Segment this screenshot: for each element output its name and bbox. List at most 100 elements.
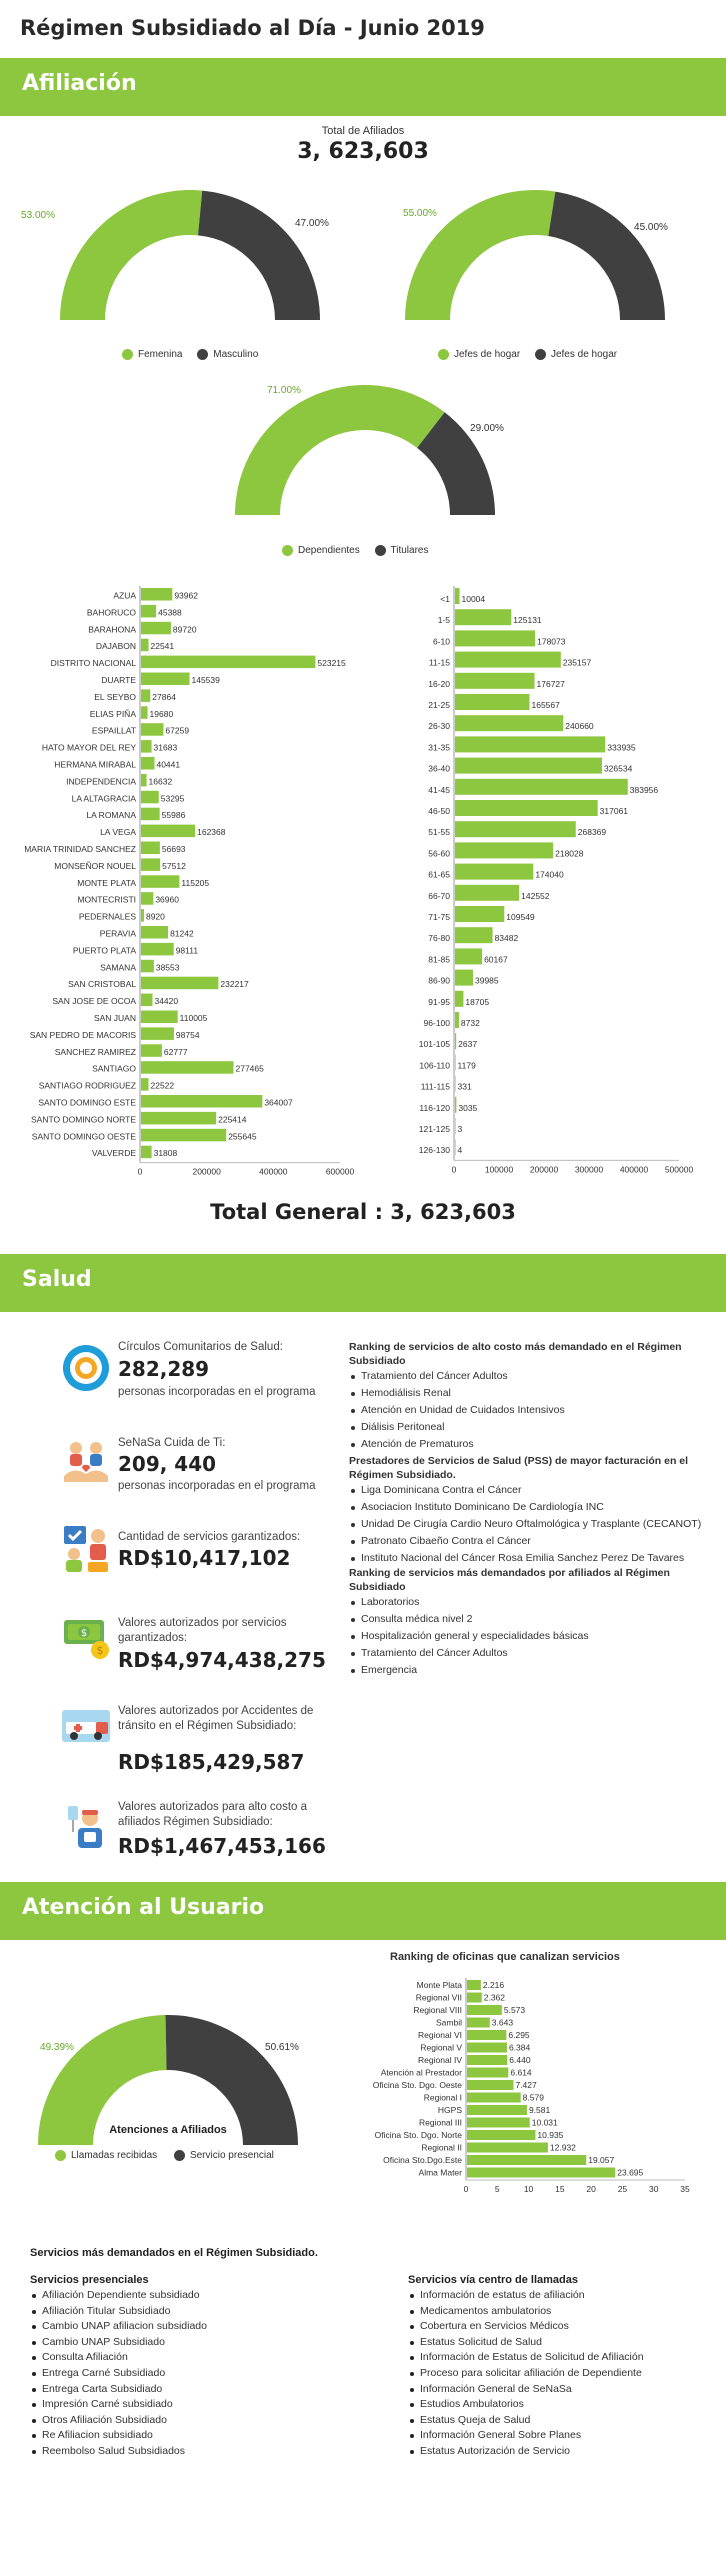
bar-value-label: 98754 [176,1030,200,1040]
bar-value-label: 55986 [162,810,186,820]
bar-value-label: 6.295 [508,2030,530,2040]
donut-segment-1 [197,190,320,320]
ranking-item: Diálisis Peritoneal [349,1419,709,1436]
stat-label-valores-servicios: Valores autorizados por servicios garant… [118,1617,287,1644]
bar-chart-oficinas: Monte Plata 2.216 Regional VII 2.362 Regiona… [373,1978,690,2194]
donut-segment-1 [548,191,665,320]
category-label: Oficina Sto. Dgo. Norte [375,2130,463,2140]
bar [141,1010,178,1023]
x-tick-label: 400000 [259,1167,288,1177]
servicio-item: Estatus Solicitud de Salud [408,2335,718,2351]
bar [467,2055,508,2065]
stat-label-accidentes: Valores autorizados por Accidentes de tr… [118,1705,314,1732]
bar [467,2117,530,2128]
bar [141,757,155,770]
servicio-item: Estatus Queja de Salud [408,2413,718,2429]
category-label: 26-30 [428,721,450,731]
services-checklist-icon [64,1526,108,1572]
section-title-afiliacion: Afiliación [22,71,137,96]
x-tick-label: 300000 [575,1164,604,1174]
ranking-title: Prestadores de Servicios de Salud (PSS) … [349,1455,689,1481]
category-label: ESPAILLAT [92,726,136,736]
bar-value-label: 1179 [458,1060,477,1070]
stat-value-circulos: 282,289 [118,1357,210,1381]
bar-value-label: 22522 [151,1081,175,1091]
category-label: 31-35 [428,742,450,752]
bar [141,723,164,736]
servicio-item: Entrega Carné Subsidiado [30,2366,370,2382]
legend-label-jefes-hogar-2: Jefes de hogar [550,349,618,361]
bar [141,621,171,635]
donut-chart-atenciones: 49.39% 50.61% Atenciones a Afiliados [38,2015,299,2145]
bar-value-label: 255645 [228,1131,257,1141]
stat-label-circulos: Círculos Comunitarios de Salud: [118,1341,283,1353]
category-label: 121-125 [419,1124,450,1134]
bar [455,927,493,944]
category-label: LA ROMANA [86,810,136,820]
bar-value-label: 3.643 [492,2018,514,2028]
total-general: Total General : 3, 623,603 [210,1200,516,1224]
legend-label-femenina: Femenina [138,349,183,361]
category-label: 66-70 [428,891,450,901]
bar-value-label: 5.573 [504,2005,526,2015]
category-label: 116-120 [419,1103,450,1113]
bar-value-label: 36960 [155,895,179,905]
category-label: 81-85 [428,954,450,964]
bar [455,630,536,647]
x-tick-label: 25 [618,2184,628,2194]
bar [467,2042,507,2053]
bar [141,1111,217,1125]
category-label: 91-95 [428,997,450,1007]
bar-value-label: 2.362 [484,1993,506,2003]
x-tick-label: 0 [464,2184,469,2194]
bar [455,906,505,922]
ranking-item: Tratamiento del Cáncer Adultos [349,1368,709,1385]
x-tick-label: 400000 [620,1164,649,1174]
bar-value-label: 62777 [164,1047,188,1057]
bar-value-label: 23.695 [617,2168,643,2178]
patient-iv-icon [68,1806,102,1848]
bar [455,609,512,626]
bar-value-label: 109549 [506,912,535,922]
category-label: SAMANA [100,962,136,972]
total-afiliados-label: Total de Afiliados [321,125,405,137]
x-tick-label: 35 [680,2184,690,2194]
legend-label-dependientes: Dependientes [298,545,360,557]
legend-swatch [374,545,386,556]
legend-label-jefes-hogar-1: Jefes de hogar [454,349,521,361]
bar-value-label: 232217 [220,979,249,989]
category-label: MARIA TRINIDAD SANCHEZ [24,844,136,854]
bar-value-label: 98111 [176,945,199,955]
category-label: LA VEGA [100,827,136,837]
bar-chart-edades: <1 10004 1-5 125131 6-10 178073 11-15 235157 16-… [419,586,693,1174]
bar-value-label: 12.932 [550,2143,576,2153]
ranking-alto-costo: Ranking de servicios de alto costo más d… [349,1340,709,1453]
bar [455,672,535,689]
legend-jefes-hogar: Jefes de hogar Jefes de hogar [438,349,617,360]
legend-atenciones: Llamadas recibidas Servicio presencial [55,2150,274,2161]
bar-value-label: 18705 [465,997,489,1007]
ranking-item: Consulta médica nivel 2 [349,1611,709,1628]
category-label: Regional VI [418,2030,462,2040]
donut-chart-sexo: 53.00% 47.00% [21,190,329,320]
bar-value-label: 83482 [495,933,519,943]
bar [141,672,190,685]
category-label: 106-110 [419,1060,450,1070]
category-label: MONTE PLATA [77,878,136,888]
bar-value-label: 125131 [513,615,542,625]
svg-text:$: $ [81,1628,87,1639]
bar-value-label: 40441 [156,760,180,770]
ranking-item: Atención en Unidad de Cuidados Intensivo… [349,1402,709,1419]
bar [467,2105,527,2115]
category-label: Regional II [421,2143,462,2153]
category-label: 61-65 [428,870,450,880]
money-icon: $ $ [64,1620,109,1659]
bar-value-label: 174040 [535,870,564,880]
servicio-item: Cobertura en Servicios Médicos [408,2319,718,2335]
donut-chart-dependientes: 71.00% 29.00% [235,385,504,515]
bar-value-label: 45388 [158,607,182,617]
bar [141,993,153,1007]
bar [467,2067,509,2078]
category-label: 6-10 [433,636,450,646]
servicio-item: Información de estatus de afiliación [408,2288,718,2304]
